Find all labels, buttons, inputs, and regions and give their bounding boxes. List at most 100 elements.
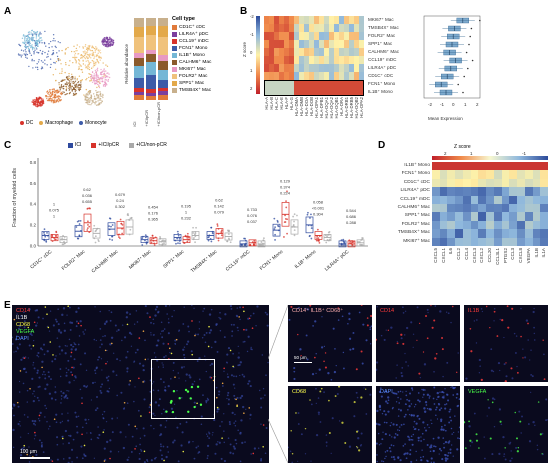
bar-group-label: ICI <box>132 121 137 127</box>
bar-segment <box>146 26 156 36</box>
cyto-col-label: CCL2 <box>456 248 462 260</box>
p-value: 1 <box>53 214 56 219</box>
heatmap-cell <box>284 56 290 65</box>
heatmap-cell <box>344 40 350 49</box>
heatmap-cell <box>309 80 315 89</box>
heatmap-cell <box>319 64 325 73</box>
heatmap-cell <box>532 195 541 205</box>
heatmap-cell <box>339 88 345 97</box>
heatmap-cell <box>532 162 541 171</box>
p-value: 0.079 <box>214 209 225 214</box>
hla-col-label: HLA-DPA2 <box>359 97 364 118</box>
heatmap-cell <box>486 220 495 230</box>
c-ytick: 0.4 <box>30 202 37 207</box>
bar-segment <box>146 92 156 96</box>
umap-legend-item: DC <box>20 120 33 126</box>
heatmap-cell <box>269 64 275 73</box>
heatmap-cell <box>304 64 310 73</box>
heatmap-cell <box>329 72 335 81</box>
celltype-legend-item: MKI67⁺ Mac <box>172 66 236 73</box>
heatmap-cell <box>470 229 479 238</box>
heatmap-cell <box>509 178 518 188</box>
color-swatch-icon <box>172 67 177 72</box>
heatmap-cell <box>329 32 335 41</box>
tissue-texture <box>12 305 269 463</box>
cyto-row-label: LILR4A⁺ pDC <box>400 188 430 194</box>
heatmap-cell <box>540 204 549 213</box>
heatmap-cell <box>432 195 441 205</box>
heatmap-cell <box>334 48 340 57</box>
heatmap-cell <box>432 170 441 180</box>
zscore-tick: -1 <box>522 151 527 156</box>
heatmap-cell <box>349 16 355 25</box>
heatmap-cell <box>349 32 355 41</box>
cyto-row-label: SPP1⁺ Mac <box>404 213 430 219</box>
heatmap-cell <box>284 24 290 33</box>
hla-zscore-label: Z score <box>242 42 247 58</box>
heatmap-cell <box>532 187 541 196</box>
heatmap-cell <box>279 56 285 65</box>
p-value: 0.142 <box>214 203 225 208</box>
heatmap-cell <box>344 80 350 89</box>
p-value: <0.001 <box>312 205 325 210</box>
panel-label-d: D <box>378 140 386 151</box>
cyto-col-label: CXCL8 <box>518 248 524 263</box>
p-value: 0.224 <box>280 190 291 195</box>
heatmap-cell <box>455 220 464 230</box>
zoom-tile: DAPI <box>376 386 460 463</box>
heatmap-cell <box>284 40 290 49</box>
heatmap-cell <box>532 212 541 222</box>
zoom-tile: CD14 <box>376 305 460 382</box>
heatmap-cell <box>439 195 448 205</box>
heatmap-cell <box>294 24 300 33</box>
zscore-tick: -2 <box>250 14 254 19</box>
heatmap-cell <box>486 162 495 171</box>
panel-label-a: A <box>4 6 12 17</box>
c-category-label: CD1C⁺ cDC <box>29 249 53 271</box>
heatmap-cell <box>344 64 350 73</box>
heatmap-cell <box>264 64 270 73</box>
stacked-bar <box>146 18 156 100</box>
p-value: 0.058 <box>313 199 324 204</box>
heatmap-cell <box>329 64 335 73</box>
heatmap-cell <box>470 187 479 196</box>
heatmap-cell <box>264 16 270 25</box>
box-tick: -2 <box>428 102 432 107</box>
heatmap-cell <box>304 32 310 41</box>
heatmap-cell <box>324 40 330 49</box>
p-value: 0.129 <box>280 178 291 183</box>
ihc-main-image: CD14 IL1B CD68 VEGFA DAPI 100 μm <box>12 305 269 463</box>
heatmap-cell <box>447 220 456 230</box>
heatmap-cell <box>432 229 441 238</box>
heatmap-cell <box>493 204 502 213</box>
tile-label: CD14⁺ IL1B⁺ CD68⁺ <box>292 308 344 314</box>
cyto-col-label: CXCL2 <box>479 248 485 263</box>
heatmap-cell <box>349 80 355 89</box>
heatmap-cell <box>532 237 541 247</box>
box-tick: 0 <box>452 102 455 107</box>
heatmap-cell <box>354 24 360 33</box>
heatmap-cell <box>299 56 305 65</box>
heatmap-cell <box>339 72 345 81</box>
celltype-legend-item: TMSB4X⁺ Mac <box>172 87 236 94</box>
legend-dot-icon <box>39 121 44 125</box>
cyto-col-label: IL1B <box>533 248 539 258</box>
c-category-label: FCN1⁺ Mono <box>259 249 285 272</box>
heatmap-cell <box>294 48 300 57</box>
heatmap-cell <box>478 220 487 230</box>
heatmap-cell <box>439 162 448 171</box>
heatmap-cell <box>274 40 280 49</box>
celltype-legend-label: CCL19⁺ mDC <box>179 39 209 44</box>
heatmap-cell <box>501 237 510 247</box>
p-value: 0.733 <box>247 207 258 212</box>
heatmap-cell <box>354 72 360 81</box>
hla-zscore-colorbar <box>256 16 260 94</box>
zscore-tick: 2 <box>250 86 253 91</box>
heatmap-cell <box>517 220 526 230</box>
p-value: 0.232 <box>181 216 192 221</box>
cyto-col-label: CXCL5 <box>433 248 438 263</box>
zoom-tile: CD68 <box>288 386 372 463</box>
legend-dot-icon <box>20 121 24 125</box>
heatmap-cell <box>289 80 295 89</box>
hla-row-label: TMSB4X⁺ Mac <box>368 25 399 30</box>
